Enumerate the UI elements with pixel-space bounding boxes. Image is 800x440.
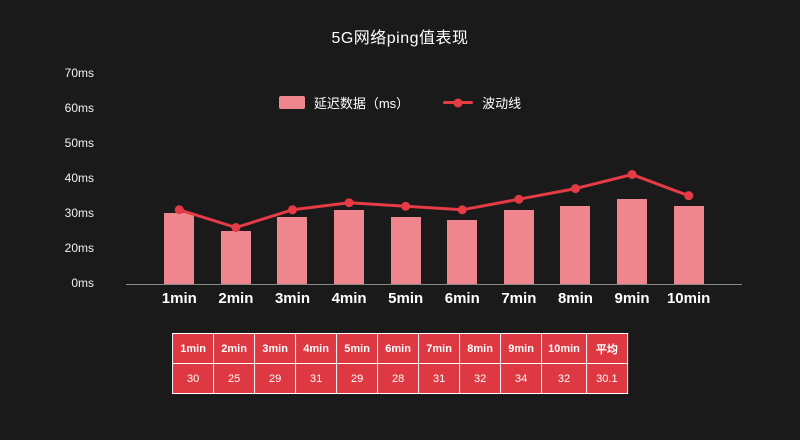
table-header-cell: 2min	[213, 333, 256, 364]
table-value-cell: 34	[500, 363, 543, 394]
x-axis-label: 3min	[274, 290, 310, 307]
legend-line-dot	[453, 98, 463, 107]
x-axis: 1min 2min 3min 4min 5min 6min 7min 8min 9min 10mi…	[126, 290, 742, 307]
bar	[220, 231, 251, 284]
table-value-cell: 28	[377, 363, 420, 394]
table-value-cell: 31	[295, 363, 338, 394]
bar-swatch-icon	[278, 96, 305, 109]
data-table: 1min 2min 3min 4min 5min 6min 7min 8min 9min 10mi…	[172, 333, 628, 394]
table-value-cell: 32	[541, 363, 587, 394]
table-value-cell: 29	[336, 363, 379, 394]
x-axis-label: 10min	[666, 290, 711, 307]
bar	[447, 220, 478, 284]
x-axis-label: 2min	[218, 290, 254, 307]
y-axis-tick: 60ms	[64, 101, 94, 115]
legend: 延迟数据（ms） 波动线	[0, 93, 800, 112]
line-swatch-icon	[443, 98, 474, 107]
table-header-cell: 10min	[541, 333, 587, 364]
bar	[334, 209, 365, 284]
bar	[617, 199, 648, 284]
table-value-cell: 30.1	[585, 363, 628, 394]
y-axis-tick: 0ms	[71, 276, 94, 290]
table-header-cell: 平均	[585, 333, 628, 364]
table-header-cell: 5min	[336, 333, 379, 364]
legend-line-label: 波动线	[482, 96, 522, 111]
table-header-cell: 8min	[459, 333, 502, 364]
x-axis-label: 4min	[331, 290, 367, 307]
table-value-cell: 29	[254, 363, 297, 394]
plot-area	[126, 72, 742, 285]
legend-bar-label: 延迟数据（ms）	[313, 96, 410, 111]
table-header-cell: 7min	[418, 333, 461, 364]
y-axis-tick: 50ms	[64, 136, 94, 150]
ping-chart: 70ms 60ms 50ms 40ms 30ms 20ms 0ms 1min 2min 3min…	[0, 66, 800, 322]
legend-item-line[interactable]: 波动线	[443, 93, 521, 112]
y-axis-tick: 70ms	[64, 66, 94, 80]
table-value-cell: 25	[213, 363, 256, 394]
x-axis-label: 9min	[614, 290, 650, 307]
x-axis-label: 8min	[557, 290, 593, 307]
x-axis-label: 5min	[388, 290, 424, 307]
table-value-cell: 30	[172, 363, 215, 394]
x-axis-label: 7min	[501, 290, 537, 307]
table-header-row: 1min 2min 3min 4min 5min 6min 7min 8min 9min 10mi…	[172, 333, 628, 364]
bar	[390, 216, 421, 284]
bar	[277, 216, 308, 284]
y-axis-tick: 20ms	[64, 241, 94, 255]
table-header-cell: 4min	[295, 333, 338, 364]
x-axis-label: 6min	[444, 290, 480, 307]
bar	[673, 206, 704, 284]
table-header-cell: 3min	[254, 333, 297, 364]
y-axis: 70ms 60ms 50ms 40ms 30ms 20ms 0ms	[48, 66, 94, 290]
legend-item-bar[interactable]: 延迟数据（ms）	[278, 93, 410, 112]
table-header-cell: 1min	[172, 333, 215, 364]
data-table-wrap: 1min 2min 3min 4min 5min 6min 7min 8min 9min 10mi…	[172, 333, 628, 394]
y-axis-tick: 40ms	[64, 171, 94, 185]
table-value-row: 30 25 29 31 29 28 31 32 34 32 30.1	[172, 363, 628, 394]
table-header-cell: 9min	[500, 333, 543, 364]
x-axis-label: 1min	[161, 290, 197, 307]
page-title: 5G网络ping值表现	[331, 30, 469, 47]
y-axis-tick: 30ms	[64, 206, 94, 220]
table-value-cell: 31	[418, 363, 461, 394]
table-header-cell: 6min	[377, 333, 420, 364]
bar	[503, 209, 534, 284]
bar	[164, 213, 195, 284]
bar	[560, 206, 591, 284]
bars	[126, 72, 742, 284]
table-value-cell: 32	[459, 363, 502, 394]
